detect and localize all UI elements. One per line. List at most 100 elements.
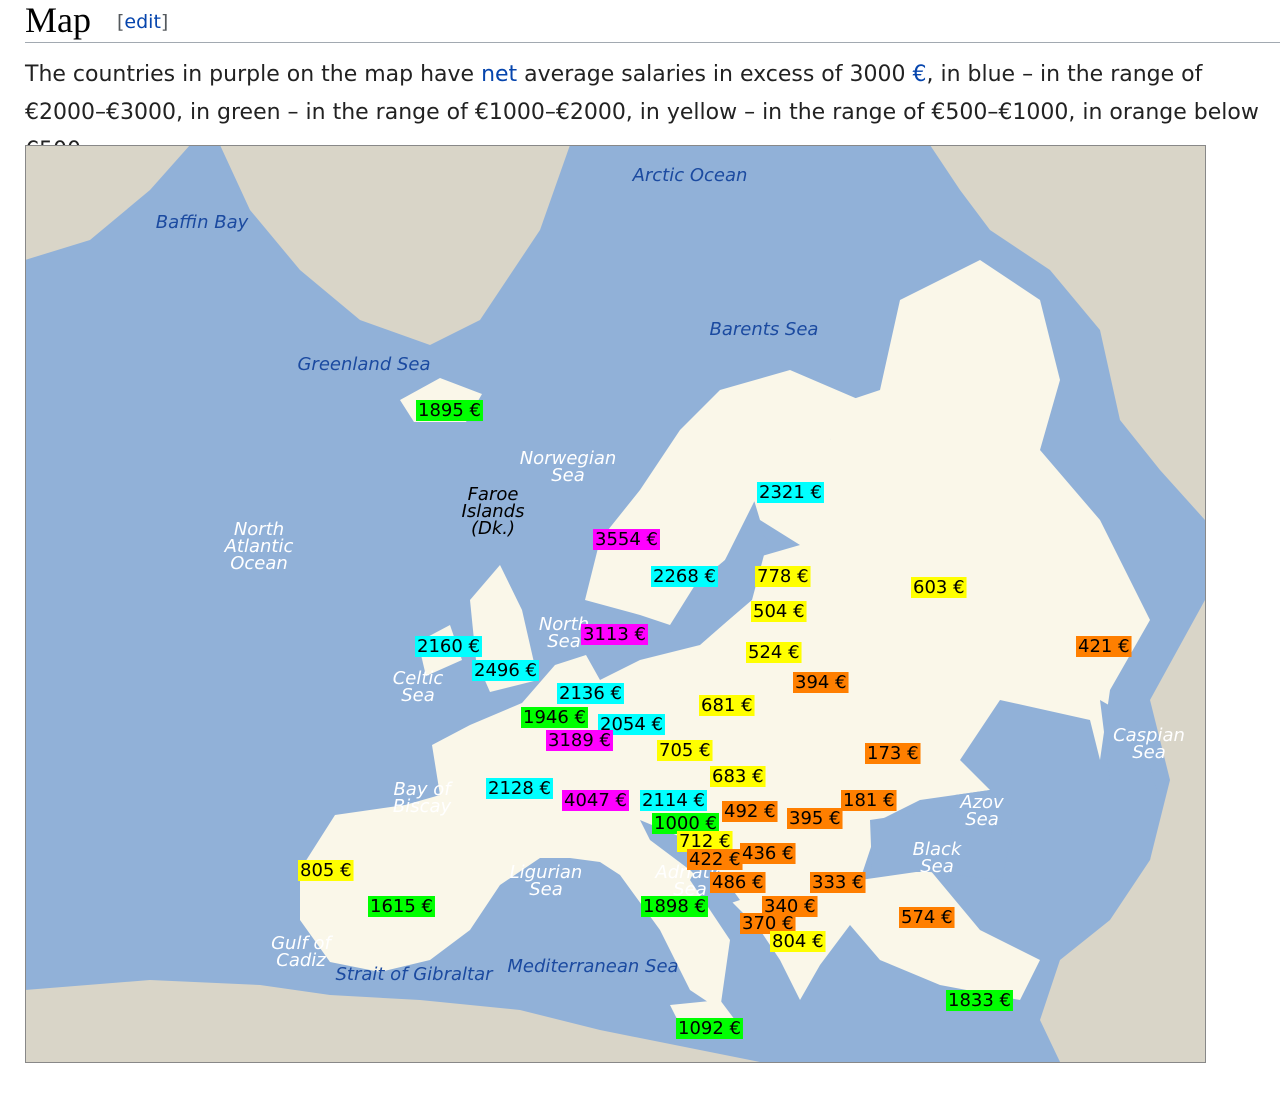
salary-label: 1946 € bbox=[523, 707, 586, 728]
salary-box bbox=[598, 714, 665, 735]
salary-label: 778 € bbox=[757, 566, 809, 587]
sea-label: Sea bbox=[1132, 742, 1166, 763]
salary-box bbox=[762, 896, 818, 917]
sea-label: Biscay bbox=[393, 796, 452, 817]
sea-label: Gulf of bbox=[271, 933, 333, 954]
salary-label: 421 € bbox=[1078, 636, 1130, 657]
sea-label: Bay of bbox=[393, 779, 453, 800]
salary-box bbox=[677, 831, 733, 852]
sea-label: Ocean bbox=[230, 553, 288, 574]
salary-box bbox=[787, 808, 843, 829]
salary-label: 3554 € bbox=[595, 529, 658, 550]
text: The countries in purple on the map have bbox=[25, 62, 482, 87]
sea-label: North bbox=[539, 614, 589, 635]
link[interactable]: net bbox=[481, 62, 518, 87]
sea-label: Barents Sea bbox=[710, 319, 819, 340]
salary-box bbox=[911, 577, 967, 598]
sea-label: Sea bbox=[920, 856, 954, 877]
salary-label: 1000 € bbox=[654, 813, 717, 834]
salary-label: 2054 € bbox=[600, 714, 663, 735]
salary-box bbox=[946, 990, 1013, 1011]
map-labels: Arctic Ocean Baffin Bay Greenland Sea Baren… bbox=[156, 165, 1185, 1039]
salary-label: 486 € bbox=[712, 872, 764, 893]
sea-label: Sea bbox=[529, 879, 563, 900]
salary-label: 504 € bbox=[753, 601, 805, 622]
sea-label: Arctic Ocean bbox=[632, 165, 748, 186]
salary-label: 3113 € bbox=[583, 624, 646, 645]
salary-label: 524 € bbox=[748, 642, 800, 663]
sea-label: Atlantic bbox=[224, 536, 294, 557]
salary-box bbox=[676, 1018, 743, 1039]
bracket: ] bbox=[160, 11, 169, 33]
salary-label: 1833 € bbox=[948, 990, 1011, 1011]
edit-link[interactable]: edit bbox=[124, 11, 161, 33]
sea-label: Celtic bbox=[393, 668, 444, 689]
salary-label: 340 € bbox=[764, 896, 816, 917]
salary-box bbox=[640, 790, 707, 811]
salary-label: 804 € bbox=[772, 931, 824, 952]
salary-label: 395 € bbox=[789, 808, 841, 829]
sea-label: Azov bbox=[959, 792, 1004, 813]
sea-label: Greenland Sea bbox=[297, 354, 430, 375]
salary-box bbox=[687, 849, 743, 870]
salary-box bbox=[415, 636, 482, 657]
salary-box bbox=[368, 896, 435, 917]
salary-box bbox=[651, 566, 718, 587]
salary-box bbox=[486, 778, 553, 799]
salary-box bbox=[641, 896, 708, 917]
salary-box bbox=[1076, 636, 1132, 657]
sea-label: Caspian bbox=[1113, 725, 1185, 746]
sea-label: Norwegian bbox=[520, 448, 617, 469]
sea-label: Sea bbox=[551, 465, 585, 486]
salary-label: 681 € bbox=[701, 695, 753, 716]
salary-label: 805 € bbox=[300, 860, 352, 881]
salary-label: 181 € bbox=[843, 790, 895, 811]
salary-box bbox=[657, 740, 713, 761]
salary-box bbox=[546, 730, 613, 751]
link[interactable]: € bbox=[912, 62, 927, 87]
salary-box bbox=[699, 695, 755, 716]
sea-label: Islands bbox=[462, 501, 525, 522]
salary-box bbox=[416, 400, 483, 421]
salary-label: 2321 € bbox=[759, 482, 822, 503]
salary-label: 2496 € bbox=[474, 660, 537, 681]
salary-box bbox=[865, 743, 921, 764]
salary-label: 2136 € bbox=[559, 683, 622, 704]
salary-label: 1615 € bbox=[370, 896, 433, 917]
sea-label: Sea bbox=[965, 809, 999, 830]
text: average salaries in excess of 3000 bbox=[517, 62, 913, 87]
salary-box bbox=[740, 913, 796, 934]
salary-label: 712 € bbox=[679, 831, 731, 852]
sea-label: Ligurian bbox=[510, 862, 583, 883]
salary-label: 2128 € bbox=[488, 778, 551, 799]
salary-box bbox=[472, 660, 539, 681]
salary-label: 1092 € bbox=[678, 1018, 741, 1039]
salary-label: 3189 € bbox=[548, 730, 611, 751]
sea-label: Sea bbox=[401, 685, 435, 706]
salary-box bbox=[710, 766, 766, 787]
salary-box bbox=[722, 801, 778, 822]
salary-label: 1898 € bbox=[643, 896, 706, 917]
salary-label: 705 € bbox=[659, 740, 711, 761]
salary-box bbox=[710, 872, 766, 893]
salary-box bbox=[841, 790, 897, 811]
sea-label: Sea bbox=[673, 879, 707, 900]
edit-section: [edit] bbox=[117, 11, 168, 33]
salary-label: 683 € bbox=[712, 766, 764, 787]
salary-label: 333 € bbox=[812, 872, 864, 893]
salary-box bbox=[521, 707, 588, 728]
salary-label: 370 € bbox=[742, 913, 794, 934]
sea-label: Mediterranean Sea bbox=[507, 956, 678, 977]
salary-box bbox=[746, 642, 802, 663]
map-base bbox=[25, 145, 1205, 1062]
sea-label: Black bbox=[913, 839, 963, 860]
salary-label: 1895 € bbox=[418, 400, 481, 421]
salary-label: 436 € bbox=[742, 843, 794, 864]
sea-label: Faroe bbox=[468, 484, 519, 505]
salary-box bbox=[562, 790, 629, 811]
salary-box bbox=[593, 529, 660, 550]
salary-label: 603 € bbox=[913, 577, 965, 598]
salary-label: 492 € bbox=[724, 801, 776, 822]
salary-box bbox=[751, 601, 807, 622]
